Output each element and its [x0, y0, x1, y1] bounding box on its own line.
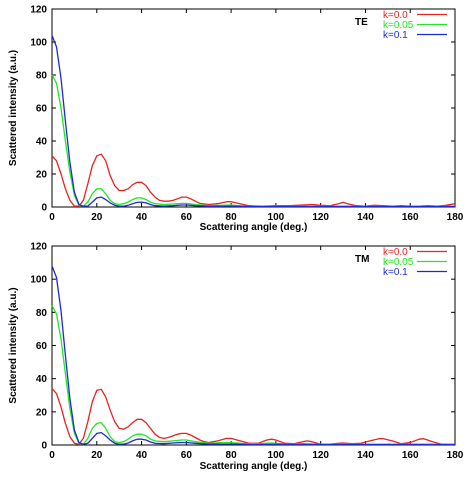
y-tick-label: 100	[30, 38, 47, 49]
x-tick-label: 60	[181, 450, 193, 461]
series-line-1	[51, 305, 455, 445]
chart-panel-tm: 0 20 40 60 80 100 120 140 160 180 0 20 40 60 80 100 120…	[8, 242, 464, 473]
y-tick-label: 80	[36, 308, 48, 319]
y-tick-label: 80	[36, 71, 48, 82]
y-tick-label: 0	[41, 203, 47, 214]
x-axis: 0 20 40 60 80 100 120 140 160 180	[49, 9, 464, 223]
y-tick-label: 100	[30, 275, 47, 286]
x-tick-label: 20	[91, 212, 103, 223]
x-tick-label: 160	[402, 450, 419, 461]
y-tick-label: 120	[30, 5, 47, 16]
x-tick-label: 60	[181, 212, 193, 223]
x-tick-label: 0	[49, 450, 55, 461]
y-tick-label: 40	[36, 137, 48, 148]
y-tick-label: 120	[30, 242, 47, 253]
x-tick-label: 180	[447, 212, 464, 223]
y-axis: 0 20 40 60 80 100 120	[30, 5, 455, 214]
x-tick-label: 40	[136, 450, 148, 461]
series-layer	[51, 35, 456, 208]
legend-label-2: k=0.1	[383, 30, 408, 41]
x-tick-label: 40	[136, 212, 148, 223]
x-tick-label: 140	[357, 212, 374, 223]
y-tick-label: 60	[36, 104, 48, 115]
x-tick-label: 20	[91, 450, 103, 461]
legend-label-1: k=0.05	[383, 20, 414, 31]
legend-label-0: k=0.0	[383, 247, 408, 258]
chart-panel-te: 0 20 40 60 80 100 120 140 160 180 0 20 40 60 80 100 120…	[8, 5, 464, 234]
legend-label-1: k=0.05	[383, 257, 414, 268]
x-tick-label: 120	[312, 450, 329, 461]
series-layer	[51, 265, 456, 446]
series-line-2	[51, 35, 455, 208]
legend-label-2: k=0.1	[383, 267, 408, 278]
x-axis-label: Scattering angle (deg.)	[200, 461, 308, 472]
series-line-0	[51, 388, 456, 446]
legend: k=0.0k=0.05k=0.1	[383, 247, 447, 278]
x-tick-label: 180	[447, 450, 464, 461]
x-tick-label: 80	[226, 450, 238, 461]
x-tick-label: 100	[268, 450, 285, 461]
y-tick-label: 20	[36, 407, 48, 418]
x-tick-label: 140	[357, 450, 374, 461]
panel-label: TM	[355, 254, 369, 265]
y-tick-label: 20	[36, 170, 48, 181]
y-axis-label: Scattered intensity (a.u.)	[8, 50, 19, 166]
x-tick-label: 120	[312, 212, 329, 223]
series-line-1	[51, 74, 456, 207]
x-tick-label: 80	[226, 212, 238, 223]
x-axis-label: Scattering angle (deg.)	[200, 222, 308, 233]
series-line-0	[51, 153, 456, 207]
x-tick-label: 160	[402, 212, 419, 223]
legend: k=0.0k=0.05k=0.1	[383, 10, 447, 41]
y-axis-label: Scattered intensity (a.u.)	[8, 287, 19, 403]
x-axis: 0 20 40 60 80 100 120 140 160 180	[49, 246, 464, 461]
series-line-2	[51, 265, 455, 446]
y-tick-label: 0	[41, 441, 47, 452]
panel-label: TE	[355, 17, 368, 28]
y-tick-label: 60	[36, 341, 48, 352]
y-tick-label: 40	[36, 374, 48, 385]
x-tick-label: 0	[49, 212, 55, 223]
x-tick-label: 100	[268, 212, 285, 223]
legend-label-0: k=0.0	[383, 10, 408, 21]
